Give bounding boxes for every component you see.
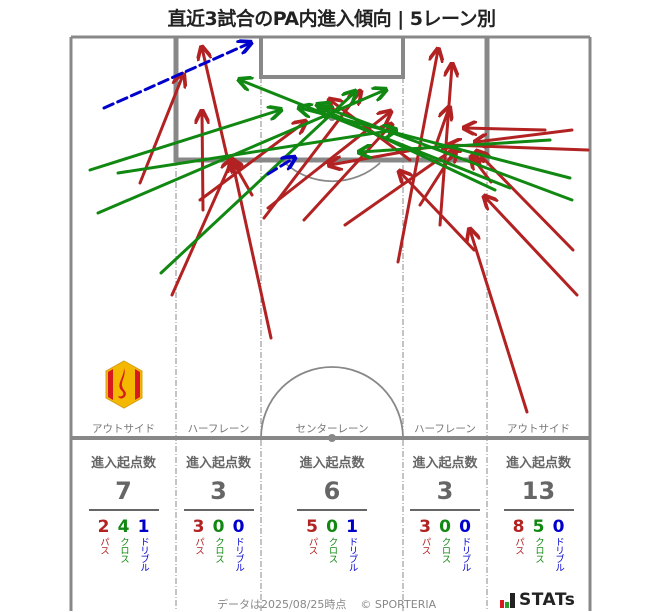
cross-label: クロス <box>118 537 129 563</box>
cross-count: 5 <box>532 517 545 537</box>
pass-arrows <box>138 48 590 414</box>
dribble-arrows <box>102 43 294 176</box>
chart-title: 直近3試合のPA内進入傾向 | 5レーン別 <box>167 8 496 30</box>
dribble-count: 1 <box>346 517 358 537</box>
team-crest-icon <box>105 360 143 409</box>
cross-label: クロス <box>326 537 338 563</box>
dribble-count: 1 <box>137 517 150 537</box>
pass-count: 3 <box>419 517 431 537</box>
bar-chart-icon <box>500 593 515 608</box>
summary-total: 13 <box>521 477 556 505</box>
lane-summary-right-outside: 進入起点数 13 8 パス 5 クロス 0 ドリブル <box>487 452 590 571</box>
date-note: データは2025/08/25時点 <box>217 598 347 611</box>
lane-label-left-halfspace: ハーフレーン <box>187 423 250 435</box>
lane-summary-center: 進入起点数 6 5 パス 0 クロス 1 ドリブル <box>261 452 403 571</box>
divider <box>297 509 367 511</box>
pass-label: パス <box>513 537 524 554</box>
pass-label: パス <box>306 537 318 554</box>
lane-summary-left-outside: 進入起点数 7 2 パス 4 クロス 1 ドリブル <box>71 452 176 571</box>
cross-label: クロス <box>213 537 224 563</box>
summary-header: 進入起点数 <box>299 456 365 471</box>
dribble-count: 0 <box>459 517 471 537</box>
lane-label-left-outside: アウトサイド <box>92 423 155 435</box>
copyright: © SPORTERIA <box>360 598 437 611</box>
pass-label: パス <box>419 537 431 554</box>
dribble-label: ドリブル <box>459 537 471 571</box>
cross-count: 0 <box>212 517 225 537</box>
pass-count: 3 <box>192 517 205 537</box>
lane-summary-left-halfspace: 進入起点数 3 3 パス 0 クロス 0 ドリブル <box>176 452 261 571</box>
stats-logo: STATs <box>500 590 575 610</box>
pass-count: 5 <box>306 517 318 537</box>
pass-label: パス <box>98 537 109 554</box>
lane-label-center: センターレーン <box>295 423 369 435</box>
dribble-label: ドリブル <box>233 537 244 571</box>
lane-summary-right-halfspace: 進入起点数 3 3 パス 0 クロス 0 ドリブル <box>403 452 487 571</box>
cross-label: クロス <box>439 537 451 563</box>
summary-total: 6 <box>323 477 341 505</box>
footer-note: データは2025/08/25時点 © SPORTERIA <box>217 596 436 612</box>
brand-name: STATs <box>519 590 576 610</box>
summary-header: 進入起点数 <box>185 456 251 471</box>
pass-label: パス <box>193 537 204 554</box>
lane-label-right-outside: アウトサイド <box>507 423 570 435</box>
dribble-count: 0 <box>232 517 245 537</box>
cross-count: 0 <box>326 517 338 537</box>
divider <box>183 509 254 511</box>
cross-label: クロス <box>533 537 544 563</box>
cross-count: 0 <box>439 517 451 537</box>
lane-label-right-halfspace: ハーフレーン <box>414 423 476 435</box>
dribble-label: ドリブル <box>346 537 358 571</box>
summary-total: 3 <box>210 477 227 505</box>
summary-header: 進入起点数 <box>90 456 156 471</box>
dribble-label: ドリブル <box>553 537 564 571</box>
summary-total: 3 <box>436 477 454 505</box>
summary-header: 進入起点数 <box>412 456 478 471</box>
divider <box>503 509 574 511</box>
dribble-label: ドリブル <box>138 537 149 571</box>
summary-total: 7 <box>115 477 132 505</box>
cross-arrows <box>88 80 574 275</box>
divider <box>88 509 159 511</box>
summary-header: 進入起点数 <box>505 456 571 471</box>
divider <box>410 509 480 511</box>
cross-count: 4 <box>117 517 130 537</box>
pass-count: 8 <box>512 517 525 537</box>
pass-count: 2 <box>97 517 110 537</box>
dribble-count: 0 <box>552 517 565 537</box>
